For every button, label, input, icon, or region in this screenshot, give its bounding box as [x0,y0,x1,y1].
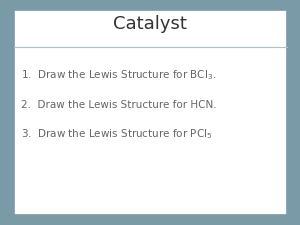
Text: 3.  Draw the Lewis Structure for PCl$_{5}$: 3. Draw the Lewis Structure for PCl$_{5}… [21,127,212,141]
Text: Catalyst: Catalyst [113,15,187,33]
Text: 1.  Draw the Lewis Structure for BCl$_{3}$.: 1. Draw the Lewis Structure for BCl$_{3}… [21,68,216,82]
FancyBboxPatch shape [14,10,286,215]
Text: 2.  Draw the Lewis Structure for HCN.: 2. Draw the Lewis Structure for HCN. [21,100,217,110]
